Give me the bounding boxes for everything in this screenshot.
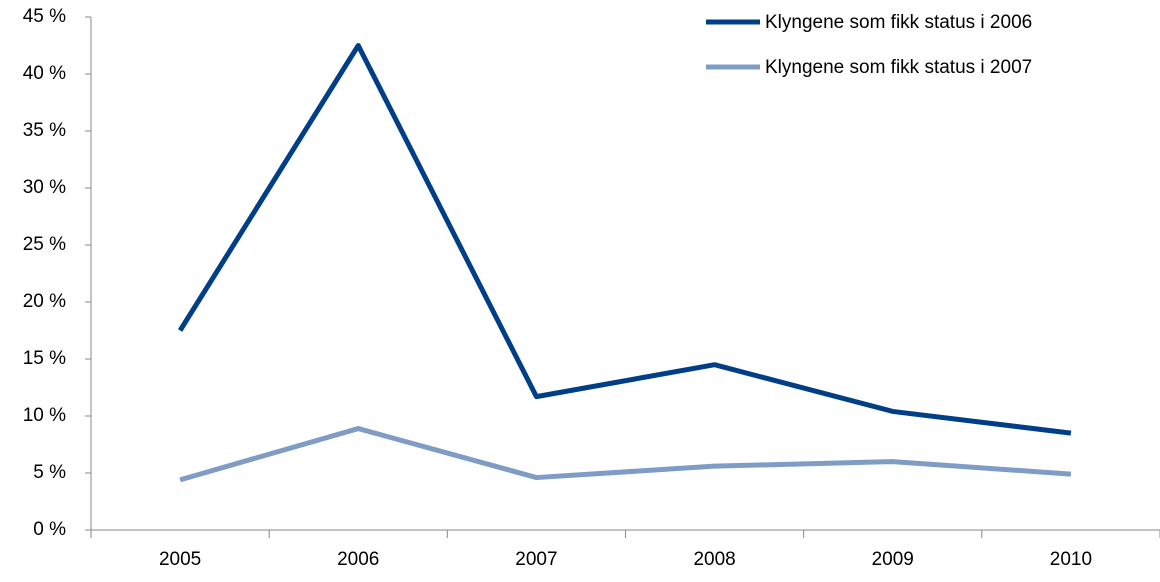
y-tick-label: 45 % <box>23 6 66 27</box>
x-tick-label: 2006 <box>337 549 379 570</box>
y-tick-label: 15 % <box>23 348 66 369</box>
x-tick-label: 2009 <box>872 549 914 570</box>
x-tick-label: 2008 <box>693 549 735 570</box>
x-tick-label: 2010 <box>1050 549 1092 570</box>
y-tick-label: 25 % <box>23 234 66 255</box>
series-line <box>179 426 1072 483</box>
x-tick-label: 2005 <box>159 549 201 570</box>
legend-label: Klyngene som fikk status i 2007 <box>765 57 1032 78</box>
y-tick-label: 20 % <box>23 291 66 312</box>
y-tick-label: 40 % <box>23 63 66 84</box>
legend-label: Klyngene som fikk status i 2006 <box>765 12 1032 33</box>
series-line <box>177 43 1072 436</box>
y-tick-label: 35 % <box>23 120 66 141</box>
y-tick-label: 30 % <box>23 177 66 198</box>
y-tick-label: 10 % <box>23 405 66 426</box>
y-tick-label: 0 % <box>33 519 66 540</box>
x-tick-label: 2007 <box>515 549 557 570</box>
y-tick-label: 5 % <box>33 462 66 483</box>
